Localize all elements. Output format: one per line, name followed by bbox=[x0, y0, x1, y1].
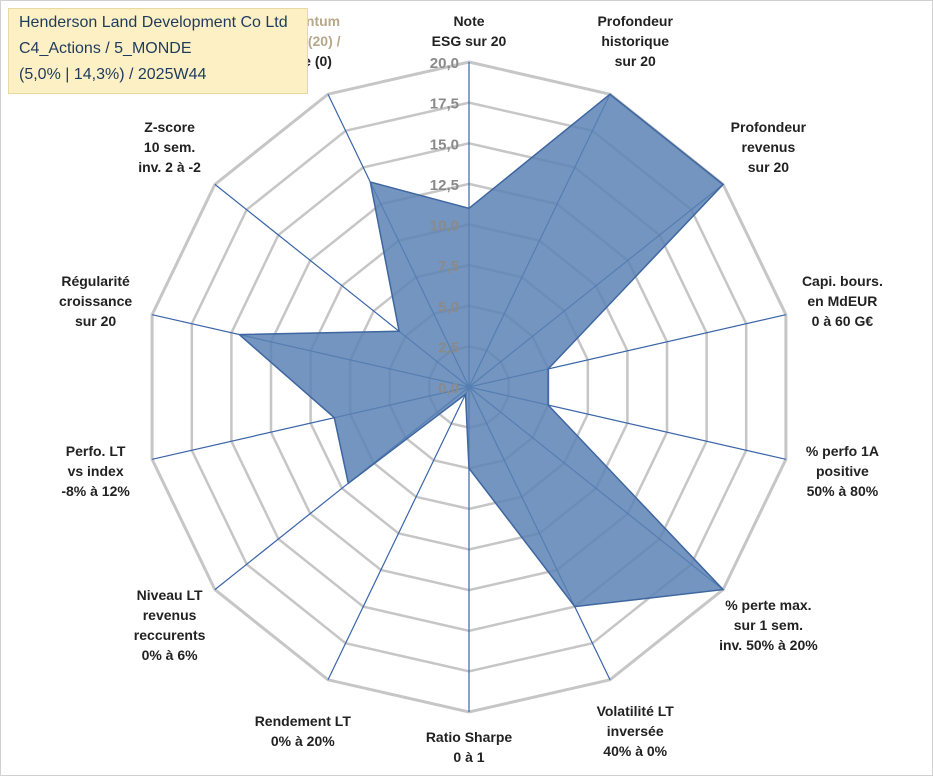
axis-label: % perfo 1A positive 50% à 80% bbox=[806, 443, 879, 499]
title-box: Henderson Land Development Co Ltd C4_Act… bbox=[8, 8, 308, 94]
axis-label-line: Rendement LT bbox=[255, 713, 352, 729]
axis-label: Ratio Sharpe 0 à 1 bbox=[426, 729, 513, 765]
tick-label: 7,5 bbox=[438, 258, 459, 275]
tick-label: 20,0 bbox=[430, 55, 459, 72]
axis-label-line: inversée bbox=[607, 723, 664, 739]
axis-label-line: 0 à 1 bbox=[453, 749, 484, 765]
axis-label-line: Niveau LT bbox=[137, 587, 203, 603]
axis-label-line: % perfo 1A bbox=[806, 443, 879, 459]
axis-label-line: en MdEUR bbox=[807, 293, 877, 309]
axis-label-line: ESG sur 20 bbox=[432, 33, 507, 49]
axis-label-line: 0% à 6% bbox=[142, 647, 199, 663]
axis-label-line: Volatilité LT bbox=[597, 703, 675, 719]
axis-label: Z-score 10 sem. inv. 2 à -2 bbox=[138, 119, 201, 175]
axis-label-line: positive bbox=[816, 463, 869, 479]
axis-spoke bbox=[327, 386, 470, 681]
axis-label: Volatilité LT inversée 40% à 0% bbox=[597, 703, 675, 759]
axis-label-line: -8% à 12% bbox=[61, 483, 130, 499]
tick-label: 17,5 bbox=[430, 96, 459, 113]
tick-label: 12,5 bbox=[430, 177, 459, 194]
axis-label-line: sur 20 bbox=[75, 313, 116, 329]
axis-label-line: reccurents bbox=[134, 627, 206, 643]
series-area bbox=[237, 93, 725, 608]
axis-label-line: Perfo. LT bbox=[66, 443, 126, 459]
tick-label: 2,5 bbox=[438, 339, 459, 356]
axis-label-line: % perte max. bbox=[725, 597, 811, 613]
axis-label-line: historique bbox=[601, 33, 669, 49]
chart-title: Henderson Land Development Co Ltd bbox=[19, 14, 288, 31]
axis-label: Perfo. LT vs index -8% à 12% bbox=[61, 443, 130, 499]
tick-label: 10,0 bbox=[430, 218, 459, 235]
tick-label: 0,0 bbox=[438, 380, 459, 397]
axis-label: Profondeur revenus sur 20 bbox=[731, 119, 807, 175]
axis-label-line: Capi. bours. bbox=[802, 273, 883, 289]
axis-label-line: 40% à 0% bbox=[603, 743, 667, 759]
axis-label-line: 0 à 60 G€ bbox=[812, 313, 874, 329]
axis-label: Régularité croissance sur 20 bbox=[59, 273, 132, 329]
axis-label: Niveau LT revenus reccurents 0% à 6% bbox=[134, 587, 206, 663]
axis-label-line: Régularité bbox=[61, 273, 130, 289]
axis-label-line: vs index bbox=[68, 463, 124, 479]
axis-label-line: Profondeur bbox=[731, 119, 807, 135]
tick-label: 15,0 bbox=[430, 136, 459, 153]
axis-label-line: revenus bbox=[742, 139, 796, 155]
axis-label-line: Note bbox=[453, 13, 484, 29]
axis-label: Note ESG sur 20 bbox=[432, 13, 507, 49]
axis-labels: Note ESG sur 20 Profondeur historique sur 20… bbox=[59, 13, 883, 765]
axis-label-line: 50% à 80% bbox=[807, 483, 879, 499]
axis-label-line: croissance bbox=[59, 293, 132, 309]
axis-label-line: sur 1 sem. bbox=[734, 617, 803, 633]
axis-label-line: inv. 50% à 20% bbox=[719, 637, 818, 653]
axis-label-line: sur 20 bbox=[615, 53, 656, 69]
axis-label-line: sur 20 bbox=[748, 159, 789, 175]
axis-label-line: Profondeur bbox=[597, 13, 673, 29]
axis-label-line: 10 sem. bbox=[144, 139, 195, 155]
axis-label-line: Z-score bbox=[144, 119, 195, 135]
chart-subtitle-period: (5,0% | 14,3%) / 2025W44 bbox=[19, 66, 207, 83]
axis-label: Capi. bours. en MdEUR 0 à 60 G€ bbox=[802, 273, 883, 329]
axis-label-line: inv. 2 à -2 bbox=[138, 159, 201, 175]
radial-tick-labels: 0,0 2,5 5,0 7,5 10,0 12,5 15,0 17,5 20,0 bbox=[430, 55, 459, 397]
tick-label: 5,0 bbox=[438, 299, 459, 316]
axis-label-line: Ratio Sharpe bbox=[426, 729, 513, 745]
axis-label-line: 0% à 20% bbox=[271, 733, 335, 749]
axis-label: Rendement LT 0% à 20% bbox=[255, 713, 352, 749]
axis-label: Profondeur historique sur 20 bbox=[597, 13, 673, 69]
axis-label-line: revenus bbox=[143, 607, 197, 623]
axis-label: % perte max. sur 1 sem. inv. 50% à 20% bbox=[719, 597, 818, 653]
chart-subtitle-category: C4_Actions / 5_MONDE bbox=[19, 40, 192, 57]
